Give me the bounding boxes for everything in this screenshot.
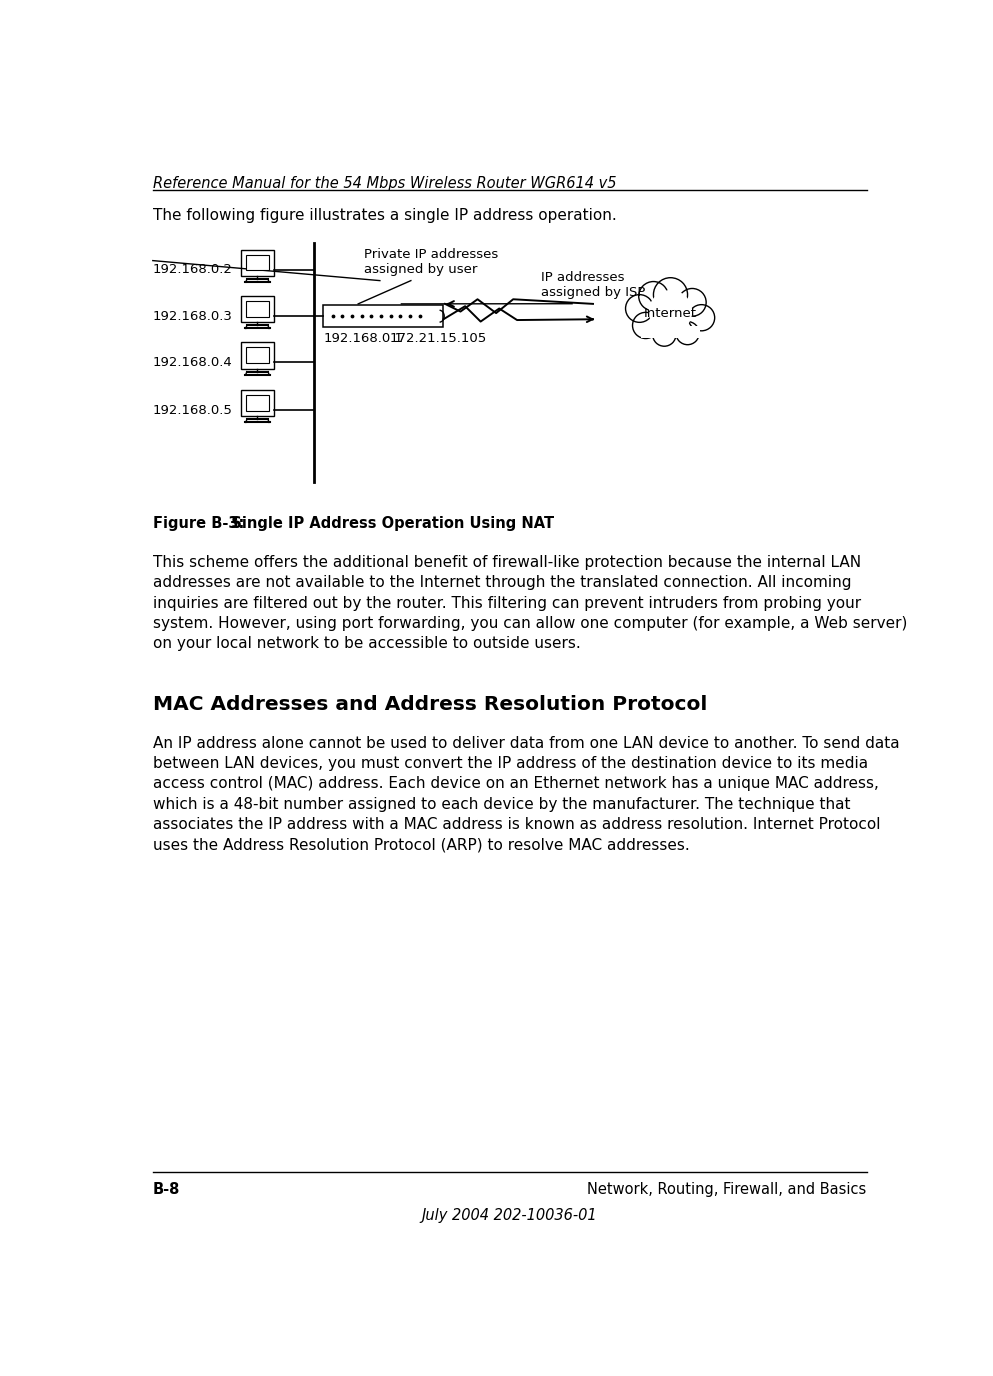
- Bar: [241, 296, 274, 322]
- Text: Network, Routing, Firewall, and Basics: Network, Routing, Firewall, and Basics: [587, 1182, 867, 1197]
- Text: Private IP addresses
assigned by user: Private IP addresses assigned by user: [364, 248, 498, 277]
- Circle shape: [688, 304, 715, 330]
- Text: Single IP Address Operation Using NAT: Single IP Address Operation Using NAT: [216, 516, 554, 531]
- Bar: [641, 326, 700, 337]
- Circle shape: [626, 294, 653, 322]
- Text: 192.168.0.1: 192.168.0.1: [324, 333, 403, 345]
- Text: An IP address alone cannot be used to deliver data from one LAN device to anothe: An IP address alone cannot be used to de…: [153, 736, 900, 853]
- Bar: [245, 255, 269, 271]
- Text: This scheme offers the additional benefit of firewall-like protection because th: This scheme offers the additional benefi…: [153, 555, 908, 651]
- Text: IP addresses
assigned by ISP: IP addresses assigned by ISP: [541, 271, 645, 300]
- Bar: [324, 305, 444, 327]
- Circle shape: [678, 289, 706, 316]
- Circle shape: [653, 278, 687, 311]
- Circle shape: [648, 290, 692, 333]
- Bar: [241, 250, 274, 277]
- Text: B-8: B-8: [153, 1182, 180, 1197]
- Text: MAC Addresses and Address Resolution Protocol: MAC Addresses and Address Resolution Pro…: [153, 695, 707, 714]
- Text: Figure B-3:: Figure B-3:: [153, 516, 244, 531]
- Text: 192.168.0.3: 192.168.0.3: [153, 310, 232, 323]
- Circle shape: [638, 282, 668, 311]
- Text: The following figure illustrates a single IP address operation.: The following figure illustrates a singl…: [153, 208, 617, 223]
- Circle shape: [676, 322, 699, 344]
- Bar: [241, 343, 274, 369]
- Text: 192.168.0.5: 192.168.0.5: [153, 403, 232, 417]
- Bar: [245, 347, 269, 363]
- Circle shape: [652, 323, 676, 347]
- Bar: [245, 395, 269, 410]
- Text: 192.168.0.4: 192.168.0.4: [153, 356, 232, 369]
- Text: Internet: Internet: [644, 307, 697, 319]
- Circle shape: [633, 312, 659, 338]
- Text: 172.21.15.105: 172.21.15.105: [389, 333, 487, 345]
- Bar: [245, 301, 269, 316]
- Text: July 2004 202-10036-01: July 2004 202-10036-01: [422, 1208, 598, 1223]
- Text: 192.168.0.2: 192.168.0.2: [153, 263, 232, 277]
- Text: Reference Manual for the 54 Mbps Wireless Router WGR614 v5: Reference Manual for the 54 Mbps Wireles…: [153, 176, 617, 191]
- Bar: [241, 389, 274, 417]
